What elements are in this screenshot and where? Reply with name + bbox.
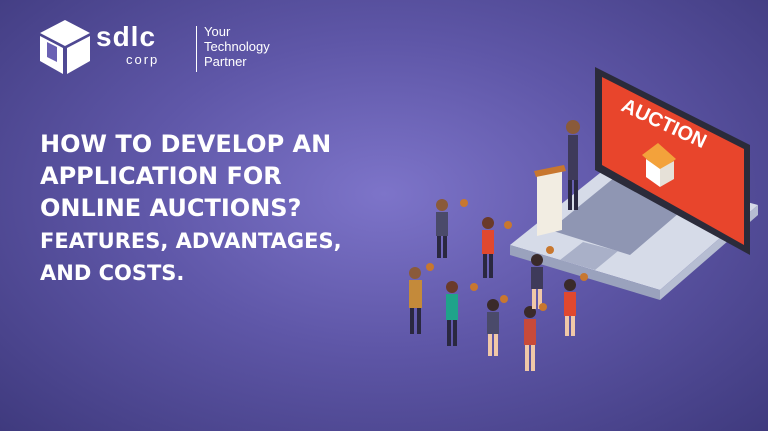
- headline-line-3: ONLINE AUCTIONS?: [40, 194, 302, 222]
- brand-divider: [196, 26, 197, 72]
- brand-wordmark: sdlc: [96, 21, 157, 52]
- tagline-line-3: Partner: [204, 54, 247, 69]
- bidder-icon: [409, 199, 576, 371]
- auctioneer-icon: [534, 120, 580, 236]
- page-headline: HOW TO DEVELOP AN APPLICATION FOR ONLINE…: [40, 128, 440, 288]
- headline-line-1: HOW TO DEVELOP AN: [40, 130, 332, 158]
- headline-line-5: AND COSTS.: [40, 261, 185, 285]
- cube-icon: [40, 20, 90, 74]
- house-icon: [642, 143, 676, 187]
- brand-logo: sdlc corp Your Technology Partner: [38, 18, 270, 78]
- tagline-line-2: Technology: [204, 39, 270, 54]
- tagline-line-1: Your: [204, 24, 231, 39]
- auction-illustration: AUCTION: [409, 67, 758, 371]
- headline-line-4: FEATURES, ADVANTAGES,: [40, 229, 342, 253]
- gavel-icon: [426, 199, 588, 311]
- brand-tagline: Your Technology Partner: [204, 24, 294, 69]
- brand-subword: corp: [126, 52, 160, 67]
- headline-line-2: APPLICATION FOR: [40, 162, 282, 190]
